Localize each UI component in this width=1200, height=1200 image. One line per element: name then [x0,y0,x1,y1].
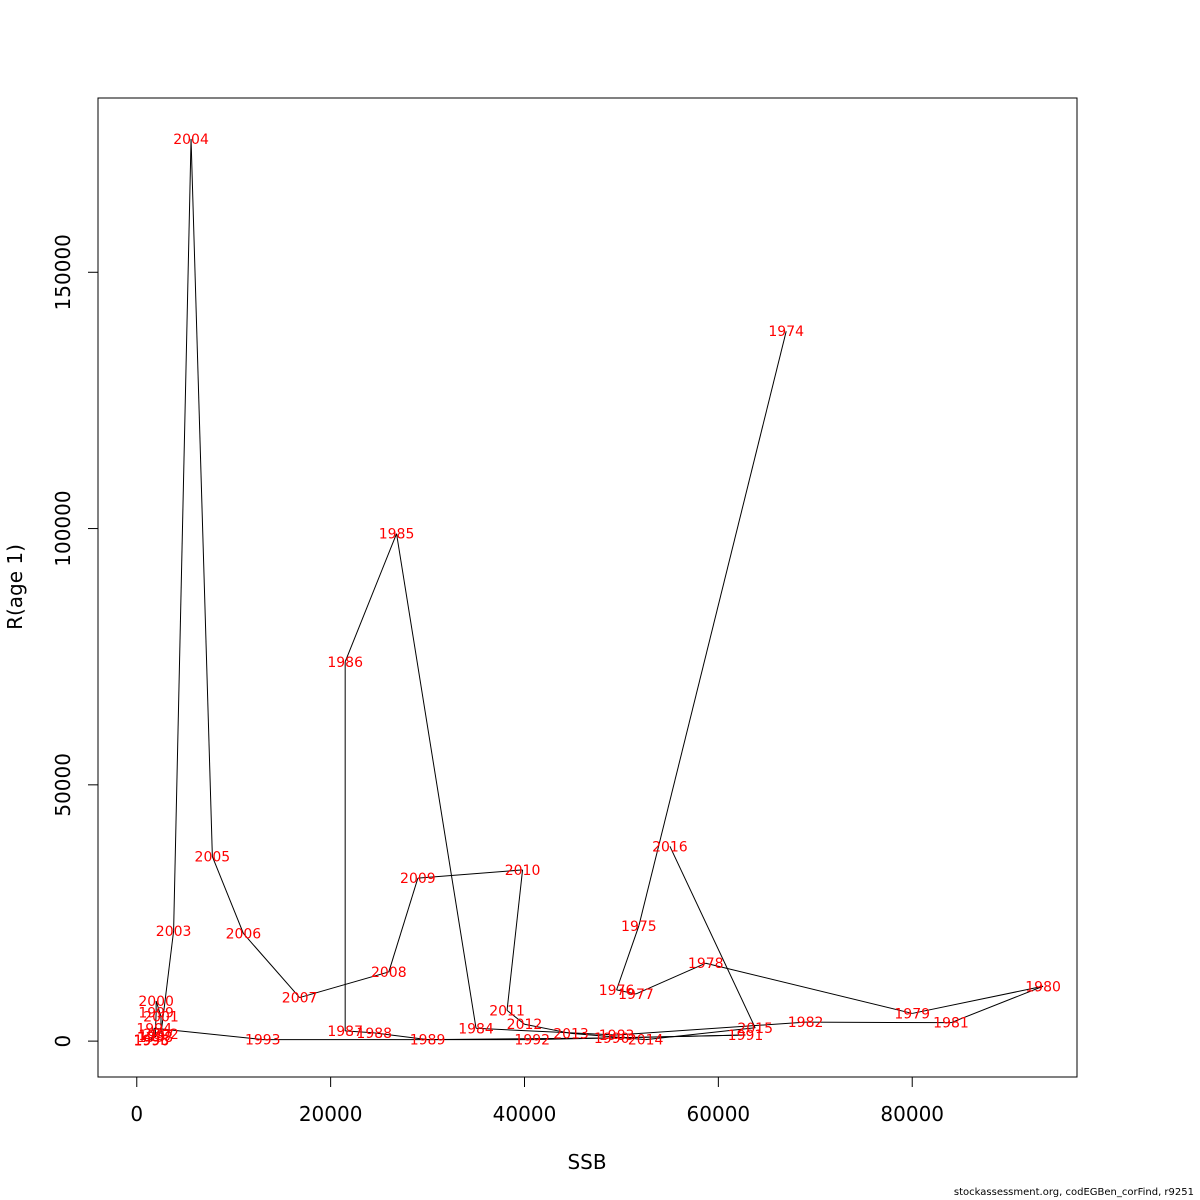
segment-2011-2012 [506,1009,525,1025]
year-label-1983: 1983 [599,1028,635,1044]
year-label-1992: 1992 [514,1033,550,1049]
segment-2003-2004 [173,138,192,931]
year-label-1979: 1979 [894,1006,930,1022]
segment-1985-1986 [344,533,398,663]
year-label-2000: 2000 [138,994,174,1010]
year-label-1984: 1984 [458,1021,494,1037]
segment-2002-2003 [160,930,175,1035]
y-tick-label: 50000 [51,753,75,817]
segment-2014-2015 [645,1027,756,1041]
year-label-2006: 2006 [226,926,262,942]
segment-1977-1978 [635,962,706,995]
year-label-2001: 2001 [143,1010,179,1026]
year-label-1985: 1985 [379,527,415,543]
year-label-1990: 1990 [594,1031,630,1047]
year-label-1977: 1977 [618,987,654,1003]
footer-caption: stockassessment.org, codEGBen_corFind, r… [953,1187,1194,1198]
segment-1976-1977 [616,989,637,995]
year-label-1997: 1997 [138,1028,174,1044]
year-label-1980: 1980 [1025,979,1061,995]
year-label-2009: 2009 [400,871,436,887]
year-label-2014: 2014 [628,1033,664,1049]
year-label-2015: 2015 [737,1021,773,1037]
segment-1998-1999 [154,1012,157,1038]
x-tick-label: 80000 [880,1102,944,1126]
segment-1993-1994 [154,1027,263,1041]
segment-2013-2014 [570,1032,646,1041]
year-label-2005: 2005 [195,850,231,866]
trajectory-lines [150,138,1044,1041]
year-label-2013: 2013 [553,1026,589,1042]
segment-2006-2007 [243,933,300,998]
year-label-1976: 1976 [599,983,635,999]
year-label-1991: 1991 [728,1028,764,1044]
year-label-2008: 2008 [371,965,407,981]
year-label-2016: 2016 [652,839,688,855]
x-tick-label: 60000 [687,1102,751,1126]
segment-2015-2016 [669,846,756,1029]
segment-1975-1976 [616,925,640,991]
segment-2012-2013 [524,1023,572,1034]
segment-2004-2005 [190,138,213,857]
year-label-2010: 2010 [505,863,541,879]
segment-2008-2009 [388,877,419,973]
year-label-1989: 1989 [410,1033,446,1049]
segment-1978-1979 [705,962,913,1014]
segment-1980-1981 [950,985,1044,1024]
segment-1983-1984 [476,1027,617,1036]
segment-1991-1992 [532,1034,746,1041]
segment-1994-1995 [150,1028,155,1041]
year-label-1999: 1999 [138,1005,174,1021]
year-label-1974: 1974 [768,324,804,340]
segment-2007-2008 [299,971,389,999]
x-tick-label: 20000 [299,1102,363,1126]
segment-1982-1983 [616,1021,806,1036]
segment-2010-2011 [506,869,524,1011]
x-axis: 0 20000 40000 60000 80000 [130,1076,944,1126]
year-label-2007: 2007 [282,991,318,1007]
y-axis: 0 50000 100000 150000 [51,234,99,1048]
segment-1984-1985 [396,533,477,1029]
segment-1974-1975 [638,331,787,926]
segment-2005-2006 [211,856,244,934]
segment-1988-1989 [374,1032,428,1041]
year-label-1994: 1994 [136,1021,172,1037]
y-tick-label: 150000 [51,234,75,310]
year-label-1975: 1975 [621,919,657,935]
year-label-2012: 2012 [507,1017,543,1033]
year-label-1995: 1995 [133,1033,169,1049]
year-label-2002: 2002 [143,1027,179,1043]
year-label-1978: 1978 [688,956,724,972]
year-label-1982: 1982 [788,1015,824,1031]
segment-1981-1982 [805,1021,951,1024]
segment-1979-1980 [912,985,1044,1014]
year-label-1981: 1981 [933,1016,969,1032]
year-label-2011: 2011 [489,1003,525,1019]
y-tick-label: 100000 [51,490,75,566]
year-label-1998: 1998 [137,1030,173,1046]
year-label-2004: 2004 [173,132,209,148]
year-label-1996: 1996 [133,1034,169,1050]
year-label-1993: 1993 [245,1033,281,1049]
segment-1987-1988 [345,1030,375,1034]
y-axis-title: R(age 1) [3,544,27,630]
x-axis-title: SSB [567,1150,606,1174]
segment-2009-2010 [417,869,523,879]
year-label-2003: 2003 [156,924,192,940]
x-tick-label: 40000 [493,1102,557,1126]
year-label-1988: 1988 [356,1026,392,1042]
segment-2000-2001 [155,1000,162,1017]
year-label-1986: 1986 [327,655,363,671]
x-tick-label: 0 [130,1102,143,1126]
y-tick-label: 0 [51,1035,75,1048]
year-label-1987: 1987 [327,1024,363,1040]
